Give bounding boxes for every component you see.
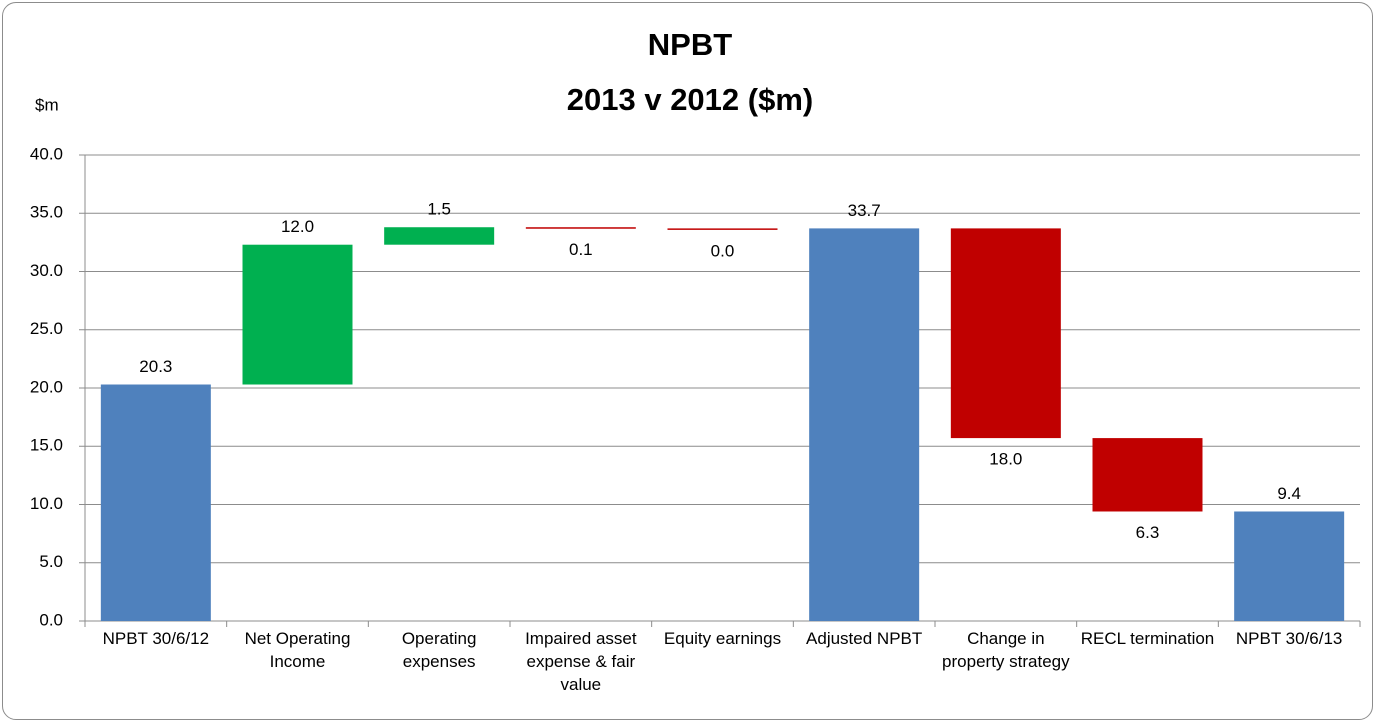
x-tick-label: Equity earnings bbox=[663, 629, 782, 648]
y-tick-label: 5.0 bbox=[39, 552, 63, 571]
bar bbox=[242, 244, 353, 385]
bar bbox=[950, 228, 1061, 439]
chart-title: 2013 v 2012 ($m) bbox=[567, 82, 813, 117]
bar bbox=[384, 227, 495, 245]
x-tick-label: Change in property strategy bbox=[942, 629, 1070, 671]
bar bbox=[100, 384, 211, 621]
data-label: 33.7 bbox=[848, 201, 881, 220]
bar bbox=[525, 227, 636, 229]
y-tick-label: 30.0 bbox=[30, 261, 63, 280]
data-label: 18.0 bbox=[989, 450, 1022, 469]
bar bbox=[667, 228, 778, 230]
y-tick-label: 25.0 bbox=[30, 319, 63, 338]
data-label: 6.3 bbox=[1136, 523, 1160, 542]
bar bbox=[809, 228, 920, 621]
data-label: 1.5 bbox=[427, 200, 451, 219]
data-label: 0.1 bbox=[569, 240, 593, 259]
y-tick-label: 10.0 bbox=[30, 494, 63, 513]
bar bbox=[1234, 511, 1345, 621]
x-tick-label: NPBT 30/6/13 bbox=[1235, 629, 1343, 648]
data-label: 20.3 bbox=[139, 357, 172, 376]
x-tick-label: Operating expenses bbox=[401, 629, 477, 671]
y-tick-label: 0.0 bbox=[39, 610, 63, 629]
x-tick-label: Net Operating Income bbox=[244, 629, 351, 671]
data-label: 12.0 bbox=[281, 217, 314, 236]
x-tick-label: Adjusted NPBT bbox=[806, 629, 923, 648]
y-tick-label: 15.0 bbox=[30, 436, 63, 455]
data-label: 0.0 bbox=[711, 241, 735, 260]
y-tick-label: 20.0 bbox=[30, 377, 63, 396]
x-tick-label: NPBT 30/6/12 bbox=[102, 629, 210, 648]
y-axis-label: $m bbox=[35, 95, 59, 114]
x-tick-label: RECL termination bbox=[1080, 629, 1215, 648]
chart-title: NPBT bbox=[648, 27, 732, 62]
data-label: 9.4 bbox=[1277, 484, 1301, 503]
y-tick-label: 40.0 bbox=[30, 144, 63, 163]
bar bbox=[1092, 438, 1203, 512]
y-tick-label: 35.0 bbox=[30, 203, 63, 222]
x-tick-label: Impaired asset expense & fair value bbox=[525, 629, 637, 694]
